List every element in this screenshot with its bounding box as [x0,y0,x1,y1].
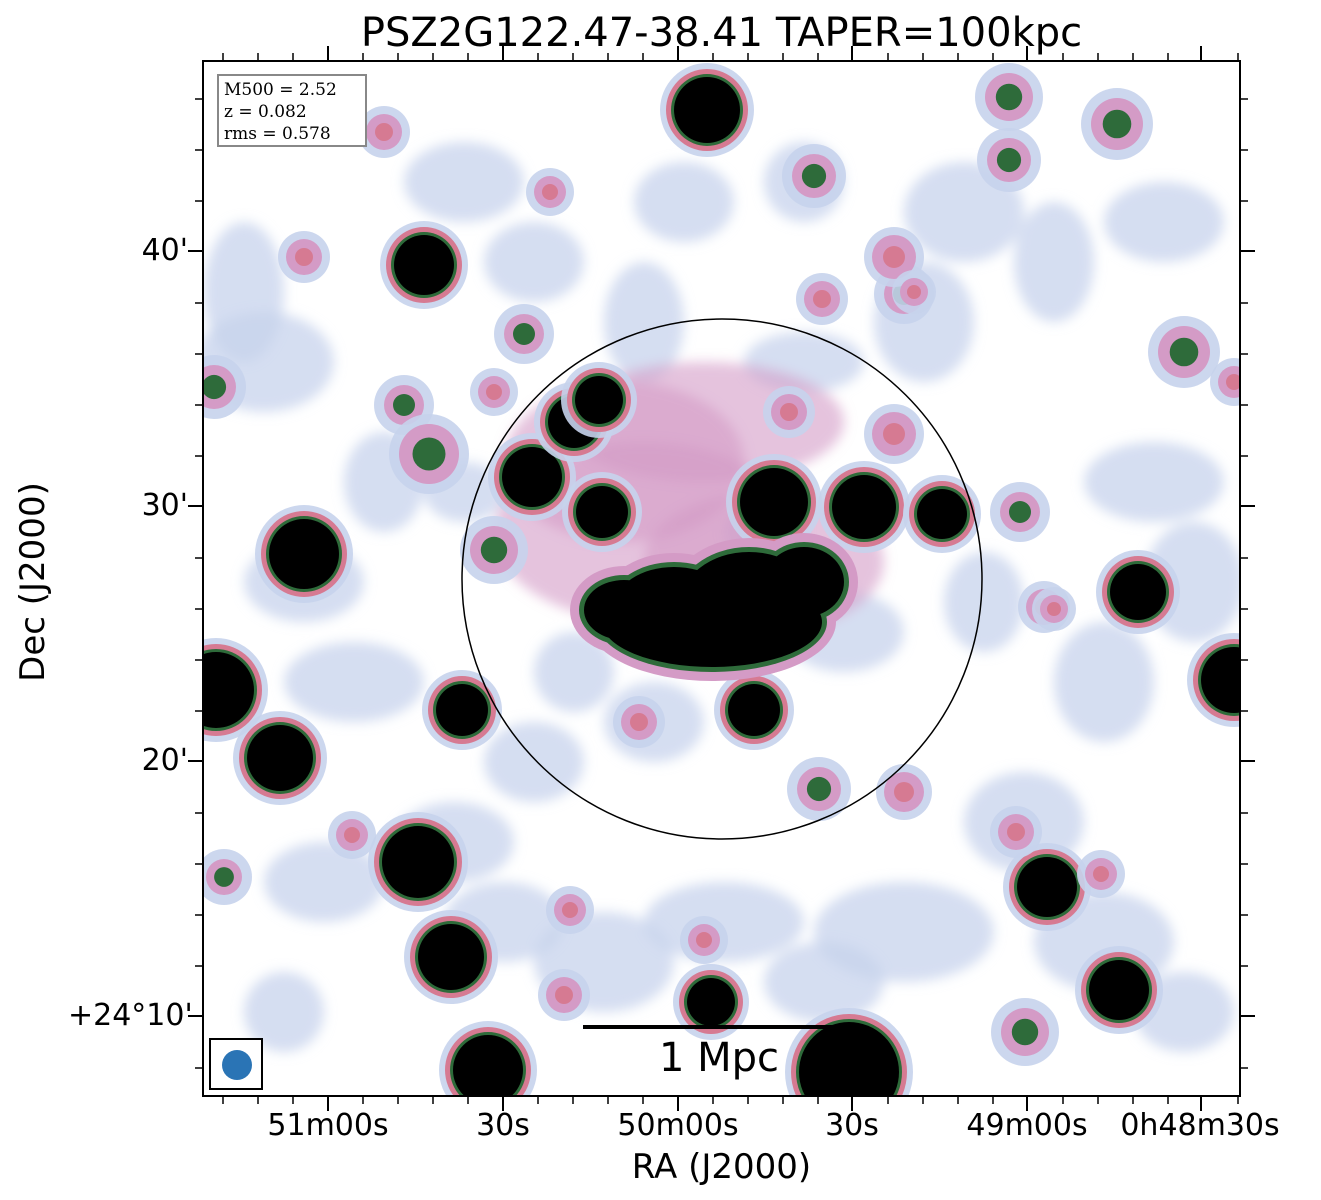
radio-source [575,376,623,424]
diffuse-patch [264,842,384,922]
radio-source [576,486,628,538]
diffuse-patch [404,142,524,222]
radio-source [394,235,454,295]
radio-source [453,1035,523,1095]
radio-source [1169,337,1199,367]
scale-bar-label: 1 Mpc [658,1035,780,1081]
m500-text: M500 = 2.52 [224,80,337,100]
diffuse-patch [1084,442,1224,522]
source-core [894,782,914,802]
source-core [375,123,393,141]
scale-bar [583,1025,855,1029]
source-core [562,902,578,918]
radio-source [801,163,827,189]
radio-map [204,63,1239,1095]
source-core [1007,823,1025,841]
info-box: M500 = 2.52 z = 0.082 rms = 0.578 [217,74,367,147]
diffuse-patch [204,222,284,362]
diffuse-patch [244,972,324,1052]
radio-source [728,684,780,736]
x-tick-label: 49m00s [966,1108,1088,1143]
diffuse-patch [634,162,734,242]
r500-circle [461,318,983,840]
beam-box [209,1038,263,1090]
radio-source [806,776,832,802]
source-core [344,827,360,843]
diffuse-patch [604,262,684,382]
radio-source [204,652,254,728]
radio-source [1011,1018,1039,1046]
source-core [813,290,831,308]
radio-source [1110,564,1166,620]
radio-source [214,867,234,887]
diffuse-patch [1104,182,1224,262]
radio-source [1009,501,1031,523]
source-core [295,248,313,266]
diffuse-patch [484,222,584,302]
radio-source [480,536,508,564]
radio-source [687,978,735,1026]
source-core [780,403,798,421]
radio-source [917,489,967,539]
radio-source [502,447,562,507]
radio-source [1089,960,1149,1020]
radio-source [513,323,535,345]
beam-ellipse [222,1050,252,1080]
source-core [630,713,648,731]
radio-source [1017,857,1077,917]
plot-title: PSZ2G122.47-38.41 TAPER=100kpc [360,10,1083,56]
radio-source [412,437,446,471]
radio-source [269,519,339,589]
x-tick-label: 51m00s [267,1108,389,1143]
source-core [555,986,573,1004]
radio-source [1201,647,1239,713]
source-core [907,285,921,299]
source-core [883,246,905,268]
radio-source [247,725,313,791]
radio-source [832,475,896,539]
radio-source [996,147,1022,173]
redshift-text: z = 0.082 [224,102,307,122]
radio-source [995,83,1023,111]
source-core [542,184,558,200]
extended-source [764,547,844,617]
extended-source [584,580,664,640]
diffuse-patch [1054,622,1154,742]
y-tick-label: 40' [141,233,188,268]
source-core [1226,374,1239,390]
source-core [1093,866,1109,882]
radio-source [1102,109,1132,139]
y-tick-label: 20' [141,743,188,778]
radio-source [799,1022,899,1095]
radio-source [674,77,740,143]
x-tick-label: 0h48m30s [1120,1108,1280,1143]
x-tick-label: 30s [476,1108,530,1143]
diffuse-patch [534,632,614,712]
source-core [1047,602,1061,616]
source-core [696,932,712,948]
y-tick-label: 30' [141,488,188,523]
rms-text: rms = 0.578 [224,124,331,144]
radio-source [740,468,808,536]
x-tick-label: 30s [825,1108,879,1143]
radio-source [418,924,484,990]
diffuse-patch [1014,202,1094,322]
y-tick-label: +24°10' [68,998,193,1033]
radio-image-panel [202,60,1241,1097]
diffuse-patch [764,942,884,1022]
radio-source [393,394,415,416]
x-axis-label: RA (J2000) [631,1147,812,1187]
radio-source [204,374,227,400]
source-core [883,423,905,445]
radio-source [382,826,454,898]
x-tick-label: 50m00s [617,1108,739,1143]
diffuse-patch [284,642,424,722]
radio-sources [204,63,1239,1095]
radio-source [436,684,488,736]
diffuse-patch [944,552,1024,652]
source-core [486,384,502,400]
